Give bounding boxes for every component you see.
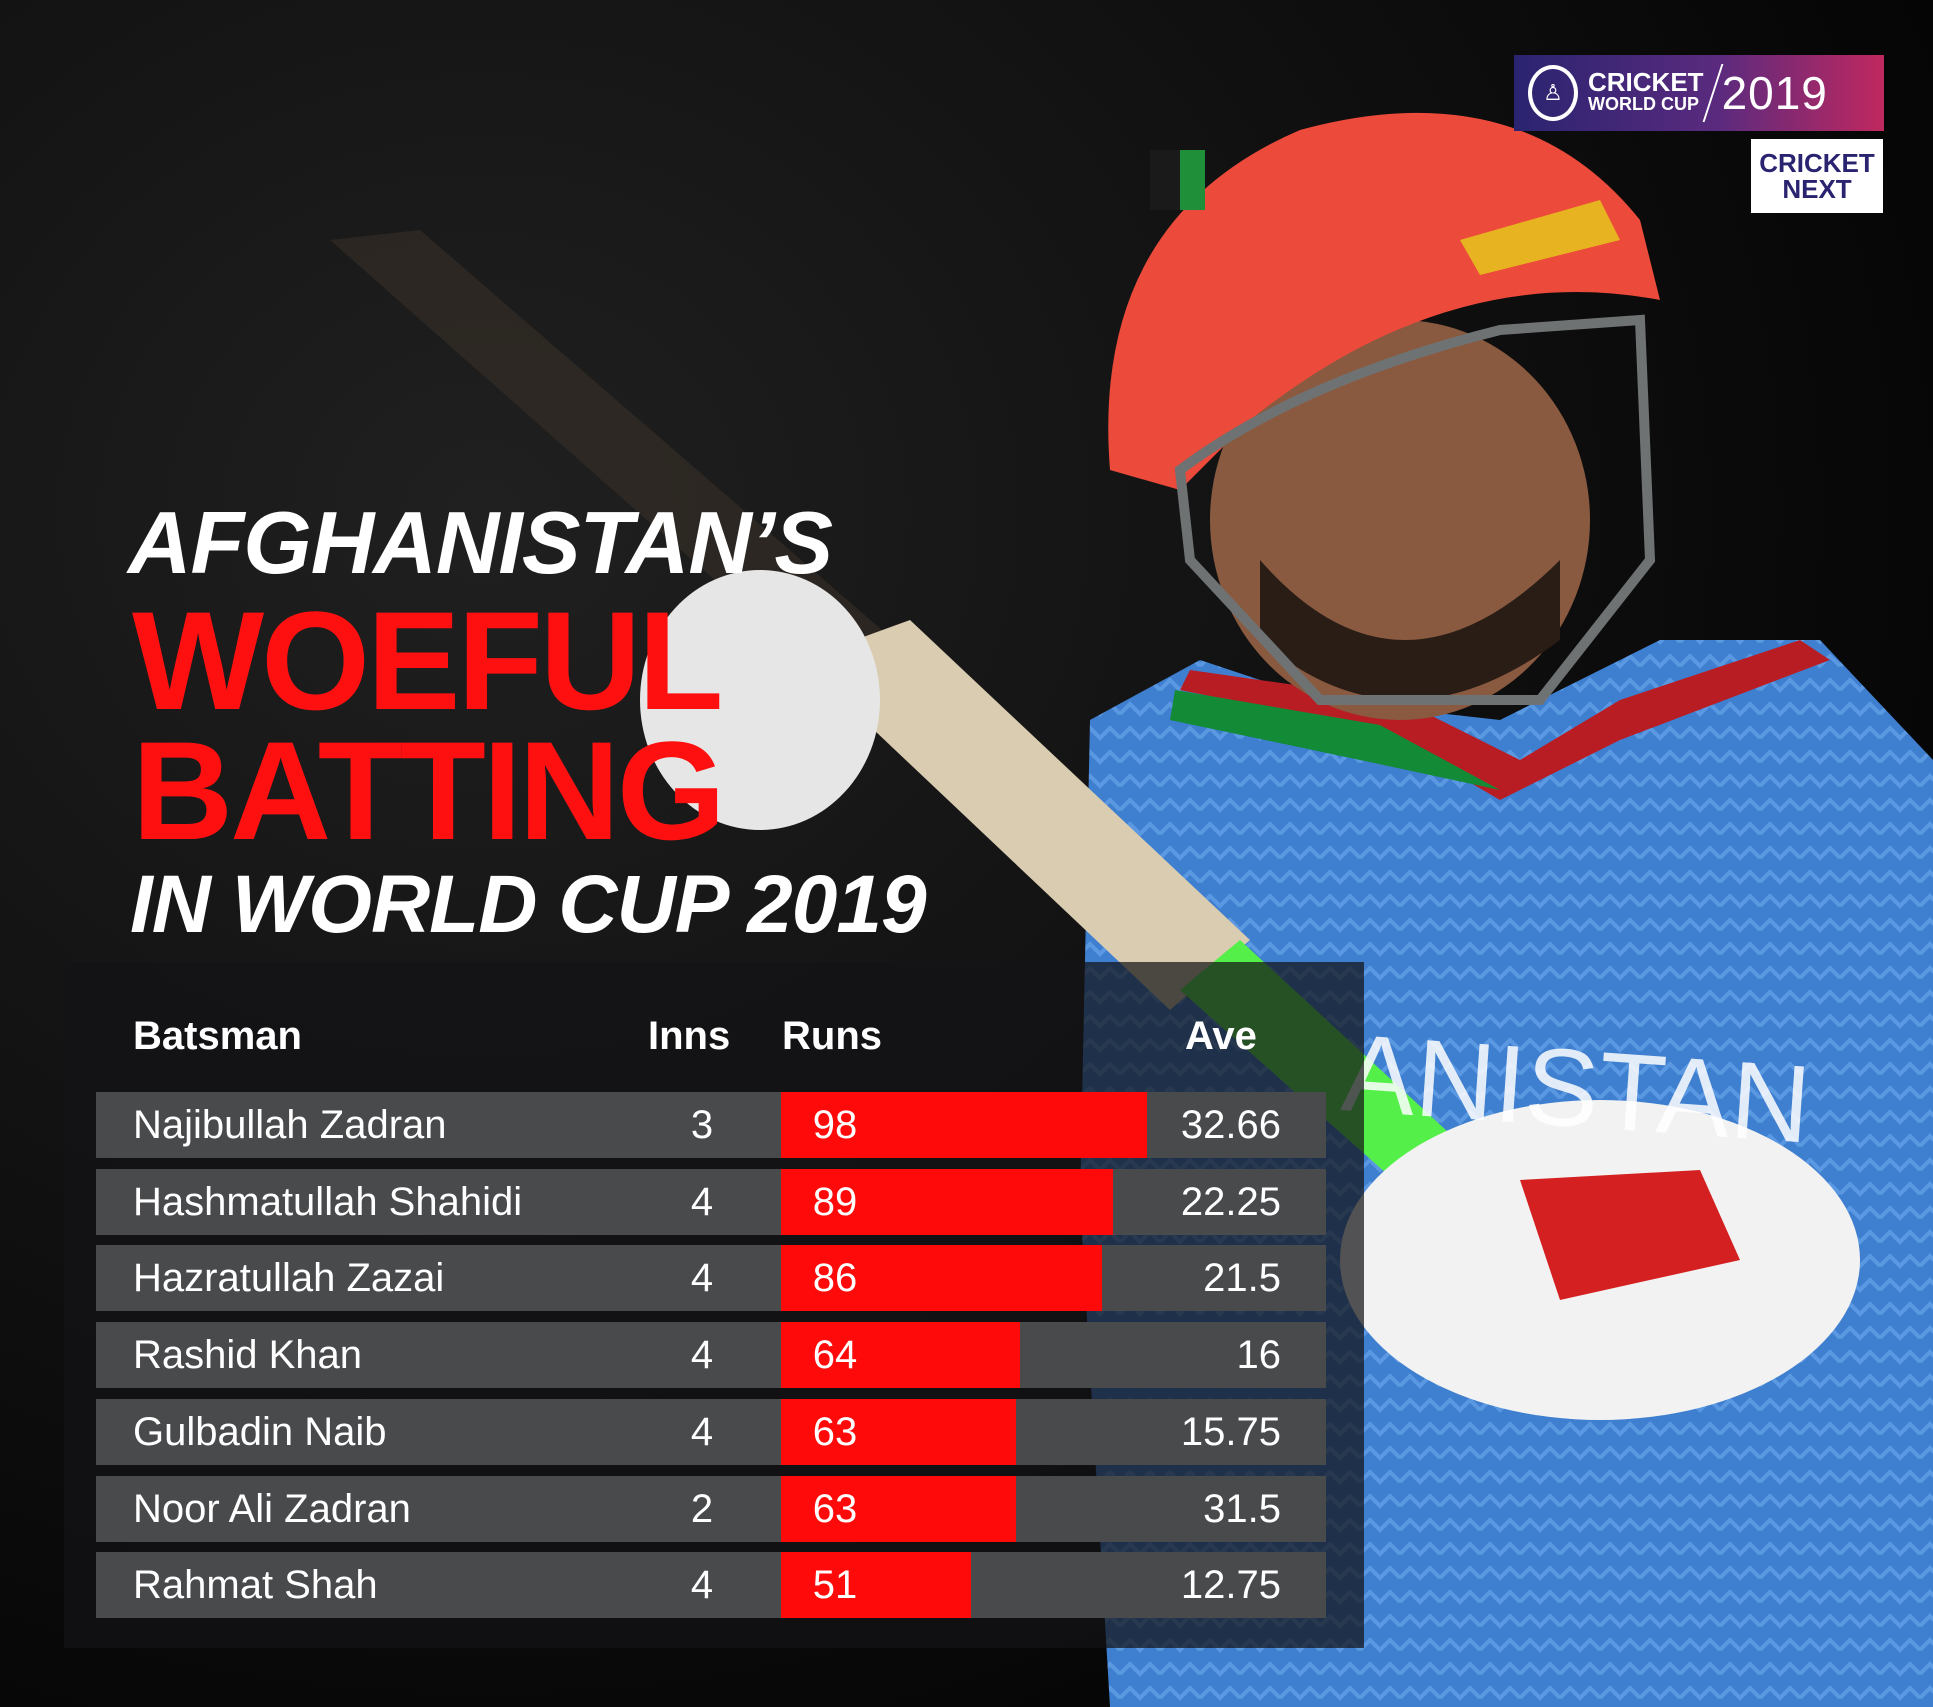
title-line2: WOEFUL xyxy=(132,582,724,739)
innings-value: 4 xyxy=(690,1410,714,1454)
runs-bar xyxy=(781,1552,971,1618)
title-line1: AFGHANISTAN’S xyxy=(128,493,833,592)
table-row: Gulbadin Naib 4 63 15.75 xyxy=(96,1399,1326,1465)
runs-bar xyxy=(781,1476,1016,1542)
header-ave: Ave xyxy=(1185,1014,1257,1058)
innings-value: 4 xyxy=(690,1256,714,1300)
batsman-name: Rashid Khan xyxy=(133,1333,363,1377)
average-value: 21.5 xyxy=(1203,1256,1281,1300)
partner-logo-line1: CRICKET xyxy=(1759,148,1875,178)
batsman-name: Rahmat Shah xyxy=(133,1563,378,1607)
average-value: 16 xyxy=(1236,1333,1282,1377)
header-batsman: Batsman xyxy=(133,1014,302,1058)
header-runs: Runs xyxy=(782,1014,882,1058)
average-value: 12.75 xyxy=(1180,1563,1281,1607)
table-row: Hashmatullah Shahidi 4 89 22.25 xyxy=(96,1169,1326,1235)
table-row: Rahmat Shah 4 51 12.75 xyxy=(96,1552,1326,1618)
innings-value: 4 xyxy=(690,1180,714,1224)
batsman-name: Hashmatullah Shahidi xyxy=(133,1180,523,1224)
event-logo-line2: WORLD CUP xyxy=(1588,94,1699,114)
batsman-name: Noor Ali Zadran xyxy=(133,1487,411,1531)
event-logo-line1: CRICKET xyxy=(1588,67,1704,97)
title-line3: BATTING xyxy=(132,712,726,869)
header-inns: Inns xyxy=(648,1014,731,1058)
runs-value: 86 xyxy=(812,1256,858,1300)
average-value: 22.25 xyxy=(1180,1180,1281,1224)
runs-value: 63 xyxy=(812,1487,858,1531)
table-row: Najibullah Zadran 3 98 32.66 xyxy=(96,1092,1326,1158)
table-row: Hazratullah Zazai 4 86 21.5 xyxy=(96,1245,1326,1311)
event-logo-year: 2019 xyxy=(1721,67,1828,119)
innings-value: 4 xyxy=(690,1333,714,1377)
cricket-next-logo: CRICKET NEXT xyxy=(1751,139,1883,213)
innings-value: 2 xyxy=(690,1487,714,1531)
table-row: Noor Ali Zadran 2 63 31.5 xyxy=(96,1476,1326,1542)
batsman-name: Hazratullah Zazai xyxy=(133,1256,445,1300)
batsman-name: Najibullah Zadran xyxy=(133,1103,447,1147)
logo-divider xyxy=(1702,64,1723,122)
world-cup-logo: ♙ CRICKET WORLD CUP 2019 xyxy=(1514,55,1884,131)
runs-bar xyxy=(781,1245,1102,1311)
runs-value: 89 xyxy=(812,1180,858,1224)
runs-value: 51 xyxy=(812,1563,858,1607)
table-row: Rashid Khan 4 64 16 xyxy=(96,1322,1326,1388)
runs-value: 63 xyxy=(812,1410,858,1454)
runs-bar xyxy=(781,1322,1020,1388)
average-value: 32.66 xyxy=(1180,1103,1281,1147)
partner-logo-line2: NEXT xyxy=(1782,174,1852,204)
title-line4: IN WORLD CUP 2019 xyxy=(130,859,927,950)
batsman-name: Gulbadin Naib xyxy=(133,1410,387,1454)
average-value: 15.75 xyxy=(1180,1410,1281,1454)
innings-value: 3 xyxy=(690,1103,714,1147)
runs-bar xyxy=(781,1092,1147,1158)
runs-bar xyxy=(781,1399,1016,1465)
runs-value: 98 xyxy=(812,1103,858,1147)
average-value: 31.5 xyxy=(1203,1487,1281,1531)
runs-bar xyxy=(781,1169,1113,1235)
trophy-icon: ♙ xyxy=(1528,65,1578,121)
innings-value: 4 xyxy=(690,1563,714,1607)
runs-value: 64 xyxy=(812,1333,858,1377)
